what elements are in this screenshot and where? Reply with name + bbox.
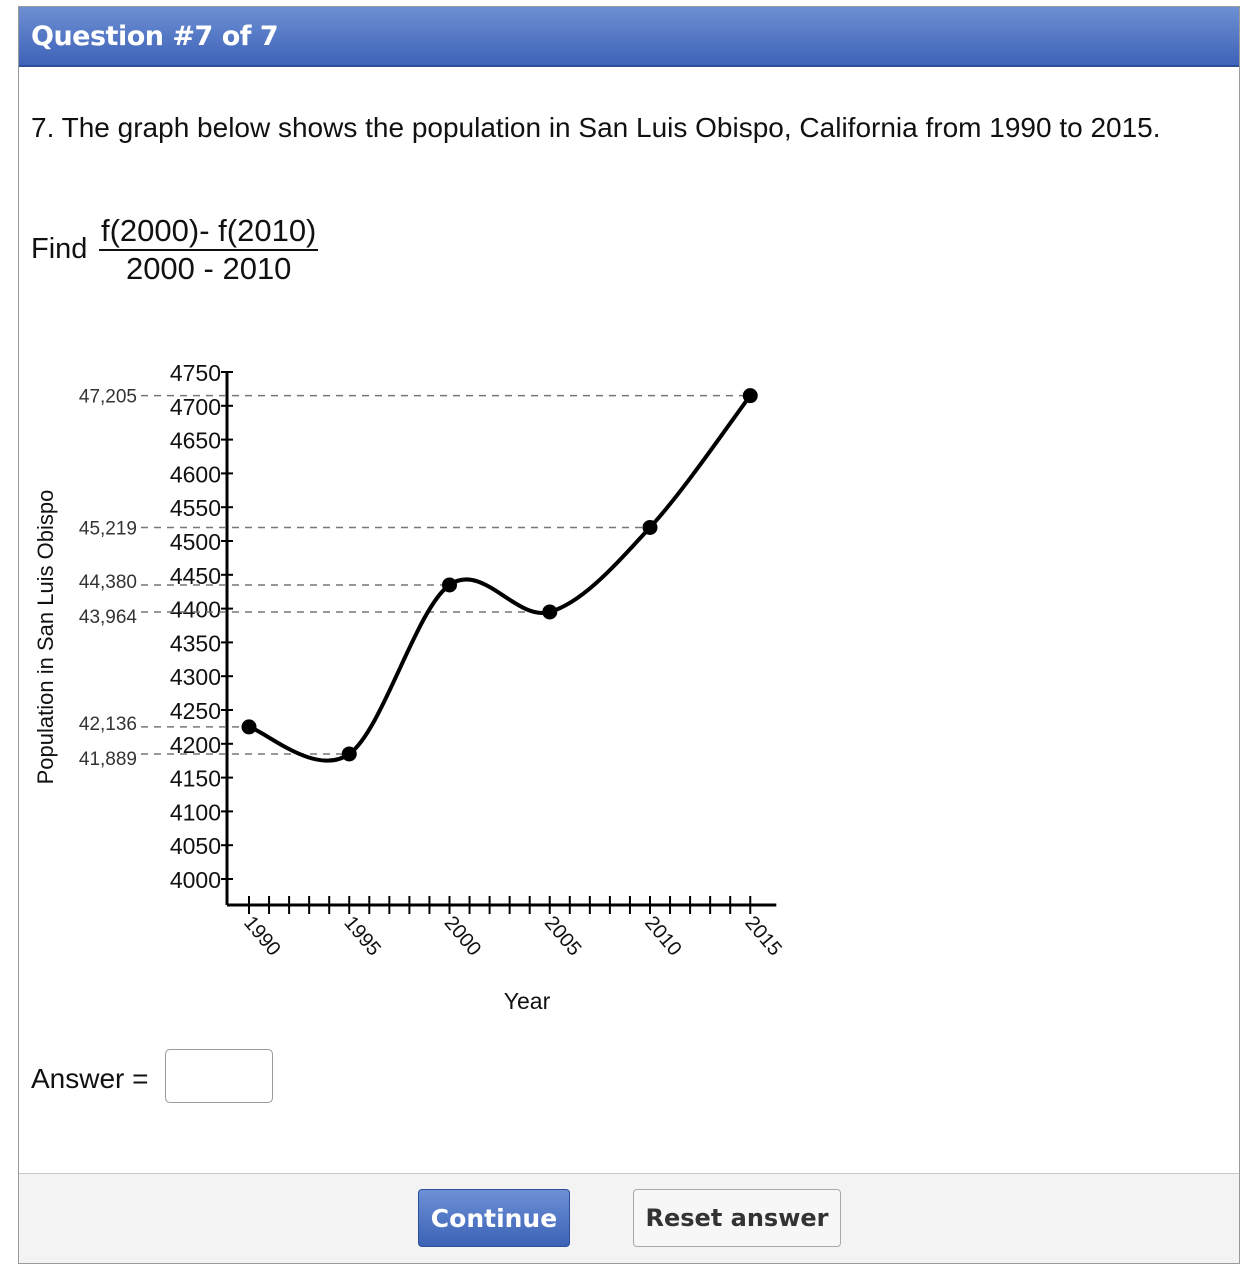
answer-input[interactable] — [165, 1049, 273, 1103]
population-label: 43,964 — [79, 607, 138, 628]
x-tick-label: 2000 — [440, 912, 485, 960]
y-tick-label: 4350 — [170, 630, 221, 656]
y-tick-label: 4750 — [170, 360, 221, 386]
x-axis-label: Year — [504, 988, 551, 1014]
y-tick-label: 4300 — [170, 664, 221, 690]
question-panel: Question #7 of 7 7. The graph below show… — [18, 6, 1240, 1264]
question-title: Question #7 of 7 — [31, 21, 279, 52]
population-label: 42,136 — [79, 714, 137, 735]
y-tick-label: 4700 — [170, 394, 221, 420]
data-point — [642, 519, 658, 535]
y-axis-label: Population in San Luis Obispo — [33, 490, 58, 785]
y-tick-label: 4400 — [170, 597, 221, 623]
data-point — [442, 577, 457, 593]
x-tick-label: 1995 — [339, 912, 384, 960]
x-tick-label: 1990 — [239, 912, 284, 960]
y-tick-label: 4100 — [170, 799, 221, 825]
data-point — [742, 388, 758, 404]
population-label: 45,219 — [79, 518, 137, 539]
population-chart: 4750470046504600455045004450440043504300… — [33, 360, 786, 1014]
data-point — [241, 719, 257, 735]
answer-label: Answer = — [31, 1063, 149, 1094]
population-label: 41,889 — [79, 749, 137, 770]
y-tick-label: 4500 — [170, 529, 221, 555]
find-label: Find — [31, 233, 88, 265]
question-header: Question #7 of 7 — [19, 7, 1239, 67]
question-text: 7. The graph below shows the population … — [31, 112, 1161, 143]
y-tick-label: 4050 — [170, 833, 221, 859]
x-tick-label: 2010 — [640, 912, 685, 960]
y-tick-label: 4600 — [170, 461, 221, 487]
continue-button[interactable]: Continue — [418, 1189, 570, 1247]
x-tick-label: 2005 — [540, 912, 585, 960]
x-tick-label: 2015 — [740, 912, 785, 960]
population-line — [248, 394, 752, 763]
y-tick-label: 4000 — [170, 867, 221, 893]
fraction-numerator: f(2000)- f(2010) — [99, 213, 319, 251]
y-tick-label: 4650 — [170, 428, 221, 454]
population-label: 44,380 — [79, 572, 137, 593]
difference-quotient: f(2000)- f(2010) 2000 - 2010 — [99, 213, 319, 287]
y-tick-label: 4150 — [170, 766, 221, 792]
data-point — [542, 604, 558, 620]
population-label: 47,205 — [79, 387, 137, 408]
data-point — [341, 746, 357, 762]
footer-bar: Continue Reset answer — [19, 1173, 1239, 1263]
reset-answer-button[interactable]: Reset answer — [633, 1189, 841, 1247]
y-tick-label: 4250 — [170, 698, 221, 724]
y-tick-label: 4550 — [170, 495, 221, 521]
fraction-denominator: 2000 - 2010 — [125, 251, 292, 286]
